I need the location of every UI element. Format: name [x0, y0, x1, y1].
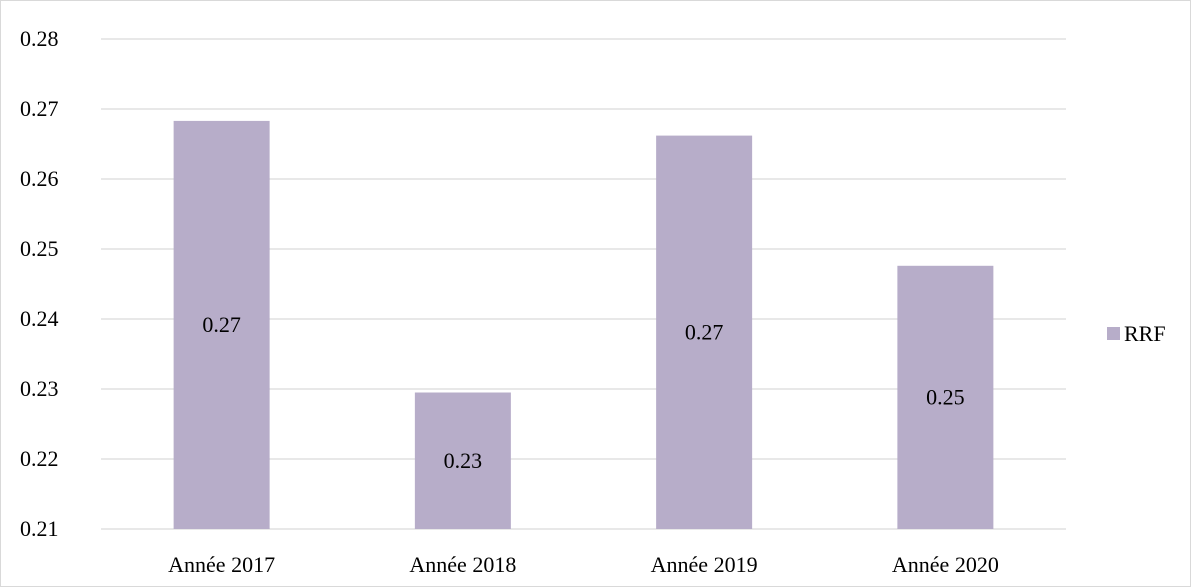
legend: RRF — [1107, 321, 1166, 346]
legend-swatch-rrf — [1107, 327, 1120, 340]
x-tick-label-annee-2019: Année 2019 — [651, 552, 758, 577]
y-tick-label-5: 0.26 — [20, 166, 59, 191]
y-tick-label-4: 0.25 — [20, 236, 59, 261]
x-tick-label-annee-2017: Année 2017 — [168, 552, 275, 577]
y-tick-label-2: 0.23 — [20, 376, 59, 401]
data-label-annee-2020: 0.25 — [926, 384, 965, 409]
y-tick-label-3: 0.24 — [20, 306, 59, 331]
y-tick-label-7: 0.28 — [20, 26, 59, 51]
y-tick-label-6: 0.27 — [20, 96, 59, 121]
legend-label-rrf: RRF — [1124, 321, 1166, 346]
x-axis-tick-labels: Année 2017 Année 2018 Année 2019 Année 2020 — [168, 552, 999, 577]
y-axis-tick-labels: 0.21 0.22 0.23 0.24 0.25 0.26 0.27 0.28 — [20, 26, 59, 541]
y-tick-label-1: 0.22 — [20, 446, 59, 471]
data-label-annee-2018: 0.23 — [444, 448, 483, 473]
bar-annee-2020 — [897, 265, 994, 529]
y-tick-label-0: 0.21 — [20, 516, 59, 541]
x-tick-label-annee-2018: Année 2018 — [409, 552, 516, 577]
data-labels: 0.27 0.23 0.27 0.25 — [202, 312, 964, 473]
x-tick-label-annee-2020: Année 2020 — [892, 552, 999, 577]
bar-annee-2017 — [173, 120, 270, 530]
bar-annee-2019 — [656, 135, 753, 529]
data-label-annee-2017: 0.27 — [202, 312, 241, 337]
bars — [173, 120, 994, 530]
data-label-annee-2019: 0.27 — [685, 319, 724, 344]
bar-annee-2018 — [414, 392, 511, 529]
